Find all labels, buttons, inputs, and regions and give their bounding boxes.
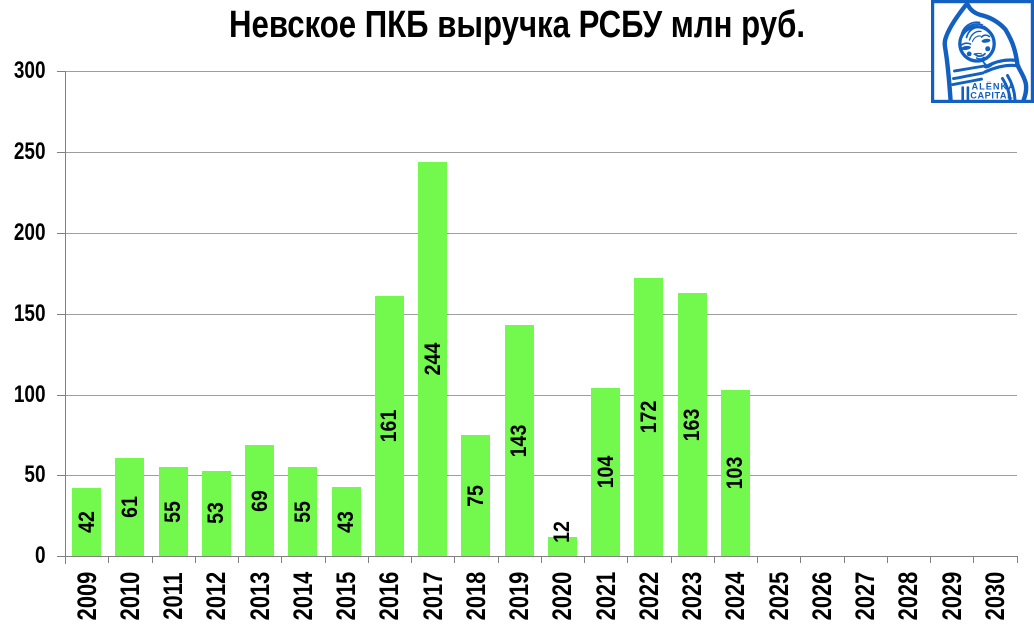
svg-text:CAPITAL: CAPITAL xyxy=(970,90,1013,100)
svg-text:ALËNKA: ALËNKA xyxy=(972,81,1016,91)
